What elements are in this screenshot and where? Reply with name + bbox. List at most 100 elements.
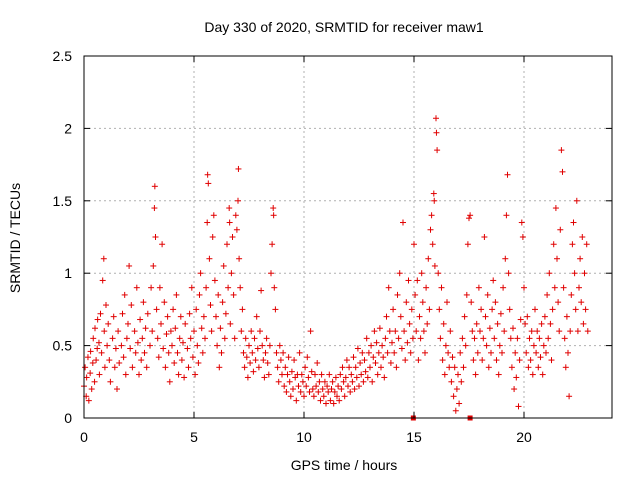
data-point bbox=[584, 328, 591, 335]
data-point bbox=[110, 313, 117, 320]
data-point bbox=[266, 342, 273, 349]
y-tick-label: 2.5 bbox=[53, 48, 73, 64]
y-axis-title: SRMTID / TECUs bbox=[7, 183, 23, 293]
data-point bbox=[225, 284, 232, 291]
data-point bbox=[91, 378, 98, 385]
data-point bbox=[218, 349, 225, 356]
data-point bbox=[296, 349, 303, 356]
data-point bbox=[511, 386, 518, 393]
data-point bbox=[401, 328, 408, 335]
data-point bbox=[578, 299, 585, 306]
data-point bbox=[500, 284, 507, 291]
data-point bbox=[522, 320, 529, 327]
data-point bbox=[273, 349, 280, 356]
data-point bbox=[582, 306, 589, 313]
data-point bbox=[569, 241, 576, 248]
data-point bbox=[505, 270, 512, 277]
data-point bbox=[240, 349, 247, 356]
data-point bbox=[313, 383, 320, 390]
data-point bbox=[426, 306, 433, 313]
data-point bbox=[159, 241, 166, 248]
data-point bbox=[162, 364, 169, 371]
data-point bbox=[238, 328, 245, 335]
data-point bbox=[161, 299, 168, 306]
data-point bbox=[374, 371, 381, 378]
data-point bbox=[307, 328, 314, 335]
data-point bbox=[228, 270, 235, 277]
data-point bbox=[386, 328, 393, 335]
data-point bbox=[353, 374, 360, 381]
data-point bbox=[462, 342, 469, 349]
data-point bbox=[528, 328, 535, 335]
data-point bbox=[527, 357, 534, 364]
data-point bbox=[541, 313, 548, 320]
data-point bbox=[299, 378, 306, 385]
data-point bbox=[209, 234, 216, 240]
data-point bbox=[519, 234, 526, 240]
data-point bbox=[481, 234, 488, 240]
data-point bbox=[384, 349, 391, 356]
data-point bbox=[271, 284, 278, 291]
data-point bbox=[501, 328, 508, 335]
data-point bbox=[555, 299, 562, 306]
data-point bbox=[562, 364, 569, 371]
data-point bbox=[142, 325, 149, 332]
data-point bbox=[547, 320, 554, 327]
data-point bbox=[492, 299, 499, 306]
data-point bbox=[328, 386, 335, 393]
data-point bbox=[512, 349, 519, 356]
data-point bbox=[515, 403, 522, 410]
data-point bbox=[192, 371, 199, 378]
data-point bbox=[583, 241, 590, 248]
data-point bbox=[461, 313, 468, 320]
data-point bbox=[579, 234, 586, 240]
data-point bbox=[434, 147, 441, 154]
data-point bbox=[269, 241, 276, 248]
data-point bbox=[524, 313, 531, 320]
data-point bbox=[281, 383, 288, 390]
data-point bbox=[458, 378, 465, 385]
data-point bbox=[337, 371, 344, 378]
data-point bbox=[277, 357, 284, 364]
data-point bbox=[453, 386, 460, 393]
data-point bbox=[529, 371, 536, 378]
data-point bbox=[477, 328, 483, 335]
data-point bbox=[211, 277, 218, 284]
data-point bbox=[397, 313, 404, 320]
data-point bbox=[97, 310, 104, 317]
data-point bbox=[84, 354, 91, 361]
data-points bbox=[81, 115, 591, 414]
data-point bbox=[360, 378, 367, 385]
data-point bbox=[338, 386, 345, 393]
data-point bbox=[483, 342, 490, 349]
data-point bbox=[441, 371, 448, 378]
data-point bbox=[320, 393, 327, 400]
data-point bbox=[241, 364, 248, 371]
data-point bbox=[148, 284, 155, 291]
data-point bbox=[94, 316, 101, 323]
data-point bbox=[548, 357, 555, 364]
data-point bbox=[172, 325, 179, 332]
data-point bbox=[418, 270, 425, 277]
data-point bbox=[227, 320, 234, 327]
data-point bbox=[369, 378, 376, 385]
data-point bbox=[128, 302, 135, 309]
data-point bbox=[216, 364, 223, 371]
data-point bbox=[181, 374, 188, 381]
data-point bbox=[250, 368, 257, 375]
data-point bbox=[214, 342, 221, 349]
data-point bbox=[412, 291, 419, 298]
y-tick-label: 1 bbox=[64, 265, 72, 281]
data-point bbox=[154, 335, 161, 342]
data-point bbox=[220, 262, 227, 269]
data-point bbox=[348, 371, 355, 378]
data-point bbox=[90, 335, 97, 342]
data-point bbox=[471, 335, 478, 342]
data-point bbox=[346, 364, 353, 371]
data-point bbox=[533, 349, 540, 356]
data-point bbox=[304, 354, 311, 361]
data-point bbox=[270, 205, 277, 212]
data-point bbox=[204, 171, 211, 178]
data-point bbox=[504, 171, 511, 178]
data-point bbox=[352, 364, 359, 371]
